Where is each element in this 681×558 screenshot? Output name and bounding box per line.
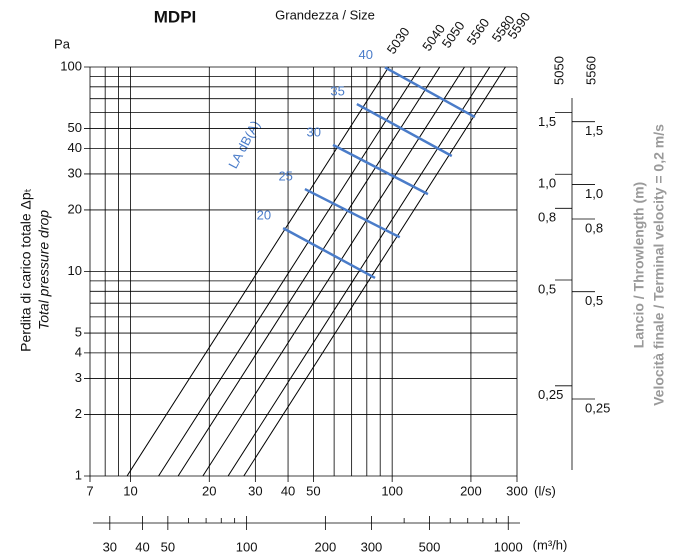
y-tick-label: 30	[68, 165, 82, 180]
x2-tick-label: 300	[361, 539, 383, 554]
y-tick-label: 5	[75, 324, 82, 339]
noise-line	[304, 187, 401, 239]
noise-line	[282, 227, 376, 280]
y-tick-label: 3	[75, 370, 82, 385]
throw-tick-label: 1,5	[585, 123, 603, 138]
chart-subtitle: Grandezza / Size	[275, 7, 375, 22]
x2-unit: (m³/h)	[533, 537, 568, 552]
throw-tick-label: 1,0	[538, 176, 556, 191]
x2-tick-label: 50	[161, 539, 175, 554]
noise-value-label: 30	[307, 124, 321, 139]
y-axis-label-2: Total pressure drop	[36, 210, 52, 330]
x-tick-label: 30	[248, 483, 262, 498]
size-line	[126, 66, 390, 477]
y-unit: Pa	[54, 36, 71, 51]
x2-tick-label: 200	[315, 539, 337, 554]
noise-line	[332, 143, 429, 196]
y-tick-label: 20	[68, 201, 82, 216]
x2-tick-label: 100	[236, 539, 258, 554]
noise-value-label: 40	[359, 47, 373, 62]
x2-tick-label: 40	[135, 539, 149, 554]
throw-tick-label: 0,8	[585, 220, 603, 235]
size-label: 5560	[463, 15, 492, 47]
x2-tick-label: 1000	[494, 539, 523, 554]
x-tick-label: 7	[86, 483, 93, 498]
y-tick-label: 40	[68, 140, 82, 155]
size-label: 5050	[439, 18, 468, 50]
throw-label: Lancio / Throwlength (m)	[631, 182, 647, 348]
x-tick-label: 100	[381, 483, 403, 498]
size-line	[177, 66, 441, 477]
size-line	[158, 66, 421, 477]
x-unit: (l/s)	[534, 483, 556, 498]
size-line	[243, 66, 506, 477]
x2-tick-label: 30	[103, 539, 117, 554]
x-tick-label: 10	[123, 483, 137, 498]
size-line	[202, 66, 465, 477]
size-label: 5590	[504, 9, 533, 41]
y-tick-label: 1	[75, 467, 82, 482]
x-tick-label: 40	[281, 483, 295, 498]
x-tick-label: 20	[202, 483, 216, 498]
size-line	[227, 66, 491, 477]
noise-line	[384, 66, 476, 119]
x-tick-label: 200	[460, 483, 482, 498]
noise-value-label: 20	[257, 208, 271, 223]
noise-value-label: 25	[278, 168, 292, 183]
throw-tick-label: 0,8	[538, 210, 556, 225]
x2-tick-label: 500	[419, 539, 441, 554]
throw-tick-label: 1,5	[538, 114, 556, 129]
y-tick-label: 4	[75, 344, 82, 359]
throw-scale-header: 5050	[551, 56, 566, 85]
chart-title: MDPI	[154, 7, 197, 26]
throw-tick-label: 0,5	[585, 293, 603, 308]
throw-tick-label: 0,25	[538, 387, 563, 402]
y-tick-label: 100	[60, 58, 82, 73]
x-tick-label: 300	[506, 483, 528, 498]
y-axis-label: Perdita di carico totale Δpₜ	[18, 188, 34, 352]
y-tick-label: 2	[75, 406, 82, 421]
noise-value-label: 35	[330, 83, 344, 98]
y-tick-label: 10	[68, 263, 82, 278]
size-label: 5030	[384, 24, 413, 56]
noise-label: LA dB(A)	[225, 118, 263, 171]
throw-tick-label: 1,0	[585, 186, 603, 201]
throw-tick-label: 0,5	[538, 281, 556, 296]
throw-scale-header: 5560	[583, 56, 598, 85]
y-tick-label: 50	[68, 120, 82, 135]
velocity-label: Velocità finale / Terminal velocity = 0,…	[651, 124, 667, 406]
x-tick-label: 50	[306, 483, 320, 498]
throw-tick-label: 0,25	[585, 400, 610, 415]
noise-line	[356, 102, 453, 158]
